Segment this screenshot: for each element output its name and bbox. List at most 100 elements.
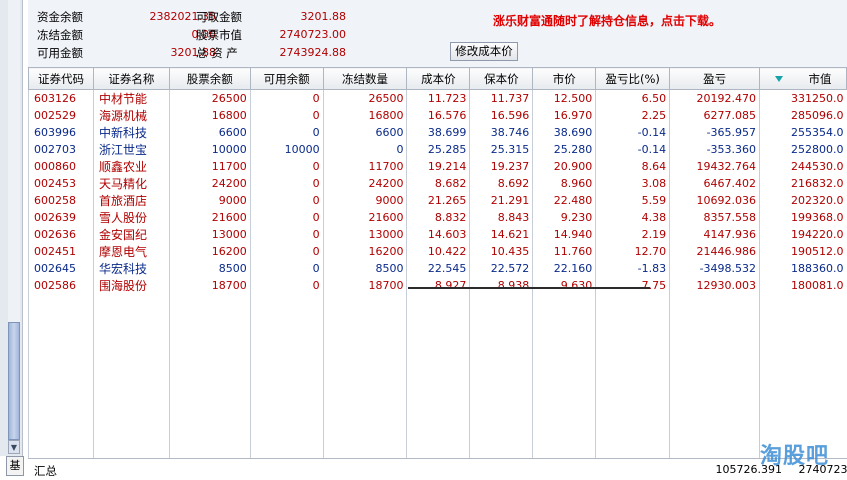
download-notice-link[interactable]: 涨乐财富通随时了解持仓信息，点击下载。 xyxy=(493,14,722,28)
cell-col-market-value: 252800.0 xyxy=(759,141,847,158)
cell-col-name: 摩恩电气 xyxy=(92,243,170,260)
frozen-value: 0.00 xyxy=(191,28,217,41)
empty-cell xyxy=(168,294,251,472)
cell-col-available: 0 xyxy=(249,158,324,175)
cell-col-code: 603996 xyxy=(28,124,94,141)
cell-col-breakeven: 8.843 xyxy=(469,209,533,226)
cell-col-pnl-ratio: 4.38 xyxy=(595,209,670,226)
cell-col-cost: 8.832 xyxy=(406,209,470,226)
sort-desc-icon[interactable] xyxy=(774,76,783,82)
header-col-code[interactable]: 证券代码 xyxy=(28,67,94,90)
cell-col-cost: 25.285 xyxy=(406,141,470,158)
cell-col-available: 0 xyxy=(249,226,324,243)
totals-label: 汇总 xyxy=(34,464,57,478)
cell-col-price: 9.230 xyxy=(532,209,596,226)
cell-col-name: 华宏科技 xyxy=(92,260,170,277)
empty-cell xyxy=(322,294,407,472)
cell-col-name: 顺鑫农业 xyxy=(92,158,170,175)
cell-col-market-value: 199368.0 xyxy=(759,209,847,226)
table-row[interactable]: 603996 中新科技 6600 0 6600 38.699 38.746 38.690 -0.… xyxy=(28,124,847,141)
header-col-frozen[interactable]: 冻结数量 xyxy=(322,67,408,90)
side-tab-basic[interactable]: 基 xyxy=(6,456,24,476)
cell-col-stock-balance: 26500 xyxy=(168,89,251,107)
header-label: 证券名称 xyxy=(108,71,155,86)
scroll-down-arrow-icon[interactable]: ▼ xyxy=(8,440,20,454)
vertical-scrollbar[interactable]: ▼ xyxy=(0,0,23,456)
cell-col-code: 000860 xyxy=(28,158,94,175)
table-row[interactable]: 002453 天马精化 24200 0 24200 8.682 8.692 8.960 3.08… xyxy=(28,175,847,192)
scrollbar-thumb[interactable] xyxy=(8,322,20,440)
cell-col-cost: 19.214 xyxy=(406,158,470,175)
cell-col-pnl-ratio: -1.83 xyxy=(595,260,670,277)
table-row[interactable]: 000860 顺鑫农业 11700 0 11700 19.214 19.237 20.900 8… xyxy=(28,158,847,175)
cell-col-code: 002639 xyxy=(28,209,94,226)
cell-col-market-value: 190512.0 xyxy=(759,243,847,260)
empty-filler-row xyxy=(28,294,847,472)
cell-col-name: 中新科技 xyxy=(92,124,170,141)
cell-col-name: 天马精化 xyxy=(92,175,170,192)
table-row[interactable]: 603126 中材节能 26500 0 26500 11.723 11.737 12.500 6… xyxy=(28,89,847,107)
header-label: 冻结数量 xyxy=(342,71,389,86)
fund-balance-label: 资金余额 xyxy=(37,10,83,24)
cell-col-breakeven: 19.237 xyxy=(469,158,533,175)
cell-col-frozen: 13000 xyxy=(322,226,407,243)
cell-col-market-value: 194220.0 xyxy=(759,226,847,243)
header-col-available[interactable]: 可用余额 xyxy=(249,67,324,90)
cell-col-cost: 38.699 xyxy=(406,124,470,141)
cell-col-available: 0 xyxy=(249,107,324,124)
cell-col-cost: 11.723 xyxy=(406,89,470,107)
header-label: 盈亏 xyxy=(703,71,727,86)
watermark-logo: 淘股吧 xyxy=(760,444,830,469)
header-col-stock-balance[interactable]: 股票余额 xyxy=(168,67,251,90)
table-row[interactable]: 002639 雪人股份 21600 0 21600 8.832 8.843 9.230 4.38… xyxy=(28,209,847,226)
cell-col-price: 16.970 xyxy=(532,107,596,124)
cell-col-frozen: 18700 xyxy=(322,277,407,294)
empty-cell xyxy=(532,294,596,472)
header-label: 市价 xyxy=(552,71,576,86)
table-row[interactable]: 002645 华宏科技 8500 0 8500 22.545 22.572 22.160 -1.… xyxy=(28,260,847,277)
cell-col-name: 海源机械 xyxy=(92,107,170,124)
cell-col-price: 14.940 xyxy=(532,226,596,243)
cell-col-pnl-ratio: 7.75 xyxy=(595,277,670,294)
cell-col-cost: 16.576 xyxy=(406,107,470,124)
cell-col-market-value: 180081.0 xyxy=(759,277,847,294)
table-row[interactable]: 002451 摩恩电气 16200 0 16200 10.422 10.435 11.760 1… xyxy=(28,243,847,260)
cell-col-name: 中材节能 xyxy=(92,89,170,107)
cell-col-code: 002529 xyxy=(28,107,94,124)
table-row[interactable]: 002636 金安国纪 13000 0 13000 14.603 14.621 14.940 2… xyxy=(28,226,847,243)
frozen-label: 冻结金额 xyxy=(37,28,83,42)
table-row[interactable]: 600258 首旅酒店 9000 0 9000 21.265 21.291 22.480 5.5… xyxy=(28,192,847,209)
header-col-breakeven[interactable]: 保本价 xyxy=(469,67,534,90)
header-col-market-value[interactable]: 市值 xyxy=(759,67,847,90)
cell-col-available: 0 xyxy=(249,89,324,107)
header-col-pnl-ratio[interactable]: 盈亏比(%) xyxy=(595,67,671,90)
modify-cost-button[interactable]: 修改成本价 xyxy=(450,42,518,61)
cell-col-breakeven: 38.746 xyxy=(469,124,533,141)
cell-col-stock-balance: 16200 xyxy=(168,243,251,260)
header-label: 保本价 xyxy=(484,71,519,86)
cell-col-pnl: 12930.003 xyxy=(669,277,760,294)
header-col-cost[interactable]: 成本价 xyxy=(406,67,471,90)
cell-col-available: 10000 xyxy=(249,141,324,158)
cell-col-pnl: -3498.532 xyxy=(669,260,760,277)
table-row[interactable]: 002586 围海股份 18700 0 18700 8.927 8.938 9.630 7.75… xyxy=(28,277,847,294)
cell-col-available: 0 xyxy=(249,260,324,277)
cell-col-price: 9.630 xyxy=(532,277,596,294)
cell-col-pnl-ratio: 6.50 xyxy=(595,89,670,107)
total-assets-label: 总 资 产 xyxy=(196,46,238,60)
header-col-name[interactable]: 证券名称 xyxy=(92,67,170,90)
empty-cell xyxy=(92,294,170,472)
header-col-price[interactable]: 市价 xyxy=(532,67,597,90)
cell-col-code: 603126 xyxy=(28,89,94,107)
table-row[interactable]: 002703 浙江世宝 10000 10000 0 25.285 25.315 25.280-… xyxy=(28,141,847,158)
fund-balance-value: 2382021.35 xyxy=(149,10,216,23)
cell-col-available: 0 xyxy=(249,277,324,294)
cell-col-cost: 22.545 xyxy=(406,260,470,277)
withdrawable-value: 3201.88 xyxy=(300,10,347,23)
cell-col-cost: 14.603 xyxy=(406,226,470,243)
cell-col-stock-balance: 13000 xyxy=(168,226,251,243)
cell-col-breakeven: 21.291 xyxy=(469,192,533,209)
header-col-pnl[interactable]: 盈亏 xyxy=(669,67,761,90)
header-label: 市值 xyxy=(808,71,832,86)
table-row[interactable]: 002529 海源机械 16800 0 16800 16.576 16.596 16.970 2… xyxy=(28,107,847,124)
